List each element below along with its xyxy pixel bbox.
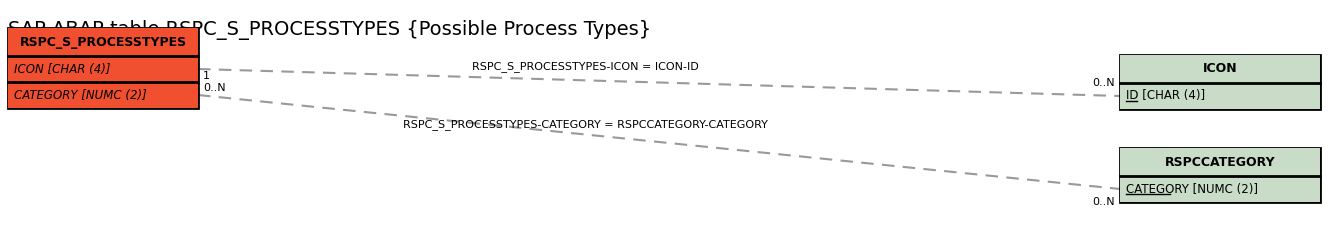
FancyBboxPatch shape	[8, 28, 198, 56]
FancyBboxPatch shape	[8, 82, 198, 108]
Text: ICON [CHAR (4)]: ICON [CHAR (4)]	[13, 63, 110, 76]
Text: ID [CHAR (4)]: ID [CHAR (4)]	[1126, 90, 1206, 102]
Text: CATEGORY [NUMC (2)]: CATEGORY [NUMC (2)]	[1126, 182, 1258, 196]
FancyBboxPatch shape	[1120, 55, 1320, 109]
Text: RSPC_S_PROCESSTYPES-CATEGORY = RSPCCATEGORY-CATEGORY: RSPC_S_PROCESSTYPES-CATEGORY = RSPCCATEG…	[403, 120, 767, 131]
Text: SAP ABAP table RSPC_S_PROCESSTYPES {Possible Process Types}: SAP ABAP table RSPC_S_PROCESSTYPES {Poss…	[8, 20, 652, 40]
FancyBboxPatch shape	[1120, 148, 1320, 202]
FancyBboxPatch shape	[1120, 148, 1320, 176]
Text: ICON: ICON	[1203, 63, 1238, 76]
Text: 1: 1	[203, 71, 210, 81]
FancyBboxPatch shape	[8, 28, 198, 108]
Text: RSPCCATEGORY: RSPCCATEGORY	[1165, 155, 1275, 169]
FancyBboxPatch shape	[1120, 176, 1320, 202]
FancyBboxPatch shape	[1120, 83, 1320, 109]
Text: 0..N: 0..N	[1093, 78, 1116, 88]
Text: RSPC_S_PROCESSTYPES: RSPC_S_PROCESSTYPES	[19, 36, 187, 49]
Text: RSPC_S_PROCESSTYPES-ICON = ICON-ID: RSPC_S_PROCESSTYPES-ICON = ICON-ID	[472, 61, 699, 72]
FancyBboxPatch shape	[1120, 55, 1320, 83]
Text: 0..N: 0..N	[1093, 197, 1116, 207]
Text: 0..N: 0..N	[203, 83, 226, 93]
Text: CATEGORY [NUMC (2)]: CATEGORY [NUMC (2)]	[13, 88, 146, 101]
FancyBboxPatch shape	[8, 56, 198, 82]
